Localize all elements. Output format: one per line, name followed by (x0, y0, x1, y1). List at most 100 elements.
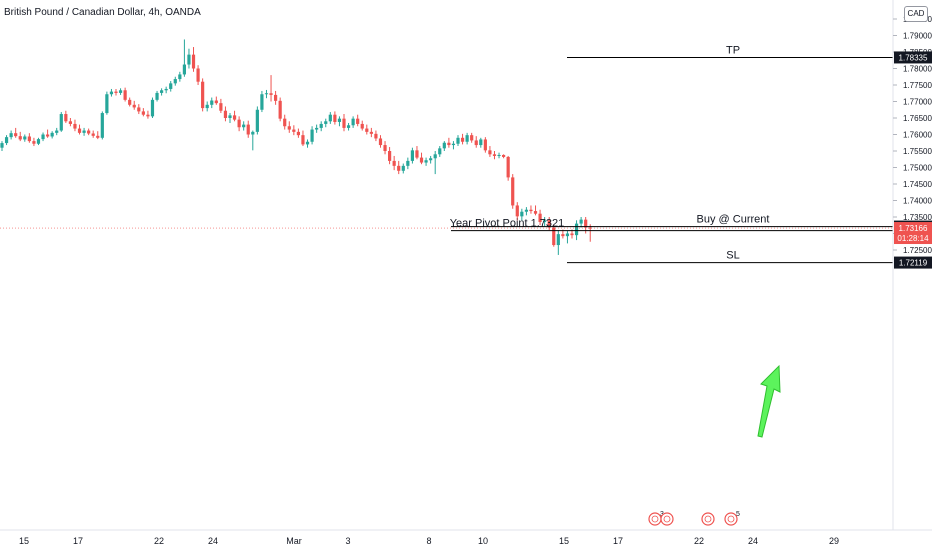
candle (397, 160, 401, 175)
candle-body (9, 133, 13, 138)
candle (242, 121, 246, 131)
candle (73, 119, 77, 132)
time-axis[interactable]: 15 17 22 24 Mar 3 8 10 15 17 22 24 29 (19, 536, 839, 546)
time-tick-label: 17 (613, 536, 623, 546)
candle-body (278, 100, 282, 119)
candle-body (529, 209, 533, 212)
candle-body (533, 211, 538, 214)
event-marker[interactable]: 3 (648, 511, 664, 526)
candle-body (251, 131, 255, 135)
current-price-tag (894, 222, 932, 245)
candle-body (401, 165, 405, 171)
candle (324, 118, 328, 128)
candle (388, 147, 392, 165)
candle-body (579, 219, 583, 224)
target-arrow (757, 364, 781, 438)
candle-body (287, 126, 291, 130)
event-marker[interactable]: 5 (724, 511, 740, 526)
candle-body (118, 90, 123, 93)
candle-body (96, 135, 100, 138)
candle (365, 124, 369, 135)
candle (278, 97, 282, 122)
candle (419, 152, 424, 165)
time-tick-label: 15 (559, 536, 569, 546)
event-marker[interactable] (701, 512, 715, 526)
candle-body (438, 148, 442, 155)
candle (315, 124, 319, 133)
candle-body (296, 131, 300, 136)
candle (64, 110, 68, 123)
candle-body (269, 93, 273, 95)
candle (474, 136, 478, 148)
price-tick-label: 1.72500 (903, 246, 932, 255)
candle (588, 224, 592, 242)
candle-body (4, 137, 9, 144)
price-tick-label: 1.76000 (903, 131, 932, 140)
tp-price-tag-text: 1.78335 (899, 53, 928, 62)
time-tick-label: 3 (345, 536, 350, 546)
candle-body (41, 134, 45, 140)
globe-inner (651, 515, 659, 523)
globe-flag-icon (660, 512, 674, 526)
candle (100, 111, 104, 140)
candle (424, 157, 428, 166)
candle-body (105, 94, 109, 114)
candle-body (570, 233, 574, 236)
candle-body (32, 141, 36, 144)
event-marker[interactable] (660, 512, 674, 526)
candle-body (242, 124, 246, 128)
candle (109, 88, 114, 97)
candle (59, 112, 63, 132)
candle (305, 139, 310, 148)
candle-body (520, 211, 524, 217)
candle (82, 127, 86, 136)
candle-body (451, 143, 456, 146)
time-tick-label: 29 (829, 536, 839, 546)
candle-body (424, 160, 428, 163)
candle (196, 65, 200, 85)
candle-body (292, 129, 296, 132)
candle-body (378, 138, 383, 146)
candle-body (128, 99, 132, 105)
candle (255, 106, 259, 135)
sl-price-tag-text: 1.72119 (899, 259, 928, 268)
price-axis[interactable]: 1.725001.730001.735001.740001.745001.750… (893, 15, 932, 255)
levels-layer: TP Buy @ Current Year Pivot Point 1.7321 SL (450, 44, 893, 264)
candle (123, 87, 127, 102)
candle (442, 141, 446, 151)
candle (191, 47, 196, 72)
candle (287, 121, 291, 133)
candle (219, 98, 223, 114)
candle-body (315, 127, 319, 130)
candle-body (228, 115, 232, 118)
candle (237, 116, 241, 132)
price-tick-label: 1.76500 (903, 114, 932, 123)
candle (429, 155, 433, 164)
candle-body (73, 123, 77, 129)
candle-body (483, 139, 487, 151)
candle (0, 141, 4, 151)
candle-body (210, 100, 214, 105)
candle (506, 155, 510, 181)
candle-body (91, 133, 95, 136)
currency-button[interactable]: CAD (904, 6, 928, 22)
candle-body (173, 79, 177, 84)
candle-body (351, 118, 355, 126)
candle (173, 76, 177, 86)
candle-body (109, 91, 114, 95)
candle (228, 113, 232, 123)
candle (378, 135, 383, 148)
candle (488, 146, 492, 157)
candle (274, 90, 278, 105)
candle (351, 116, 355, 128)
candles-layer (0, 39, 592, 255)
candle (246, 120, 250, 138)
price-tick-label: 1.75500 (903, 147, 932, 156)
candle-body (27, 136, 31, 142)
candle (210, 97, 214, 109)
candle-body (547, 220, 551, 228)
candle (301, 130, 305, 147)
candle (552, 225, 556, 247)
